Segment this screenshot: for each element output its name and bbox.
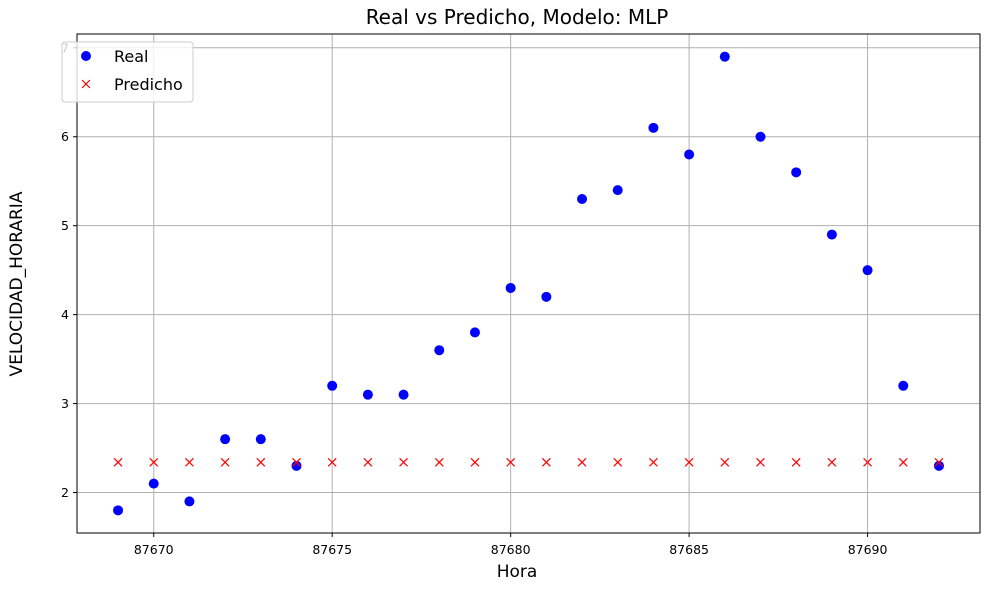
predicho-point (863, 457, 872, 467)
real-point (933, 460, 944, 471)
predicho-point (613, 457, 623, 467)
y-tick-label: 4 (61, 307, 69, 322)
y-tick-label: 5 (61, 218, 69, 233)
predicho-point (648, 457, 658, 467)
predicho-point (827, 457, 837, 467)
real-point (755, 131, 766, 142)
real-point (434, 345, 445, 356)
legend-label-predicho: Predicho (114, 75, 183, 94)
data-marks (113, 51, 944, 516)
real-point (862, 265, 873, 276)
x-tick-label: 87675 (312, 542, 352, 557)
legend-marker-predicho (81, 79, 91, 89)
predicho-point (791, 457, 801, 467)
real-point (719, 51, 730, 62)
plot-frame (76, 33, 981, 534)
real-point (577, 193, 588, 204)
real-point (220, 434, 231, 445)
predicho-point (113, 457, 123, 467)
predicho-point (577, 457, 587, 467)
axis-ticks: 8767087675876808768587690234567 (61, 40, 887, 557)
predicho-point (363, 457, 373, 467)
real-point (148, 478, 159, 489)
predicho-point (327, 457, 337, 467)
y-tick-label: 3 (61, 396, 69, 411)
real-point (826, 229, 837, 240)
real-point (505, 282, 516, 293)
real-point (898, 380, 909, 391)
real-point (398, 389, 409, 400)
predicho-point (684, 457, 694, 467)
legend-label-real: Real (114, 47, 149, 66)
x-tick-label: 87680 (491, 542, 531, 557)
real-point (469, 327, 480, 338)
predicho-point (934, 457, 944, 467)
x-tick-label: 87685 (669, 542, 709, 557)
x-tick-label: 87690 (848, 542, 888, 557)
predicho-point (399, 457, 409, 467)
predicho-point (292, 457, 301, 467)
predicho-point (185, 457, 194, 467)
predicho-point (720, 457, 730, 467)
legend-marker-real (81, 51, 91, 61)
x-tick-label: 87670 (134, 542, 174, 557)
real-point (648, 122, 659, 133)
grid-lines (77, 34, 980, 533)
predicho-point (470, 457, 480, 467)
real-point (362, 389, 373, 400)
y-tick-label: 2 (61, 485, 69, 500)
predicho-point (149, 457, 159, 467)
real-point (184, 496, 195, 507)
predicho-point (434, 457, 444, 467)
real-point (255, 434, 266, 445)
x-axis-title: Hora (497, 562, 538, 582)
y-tick-label: 6 (61, 129, 69, 144)
y-axis-title: VELOCIDAD_HORARIA (7, 191, 27, 376)
predicho-point (756, 457, 765, 467)
real-point (684, 149, 695, 160)
predicho-point (506, 457, 516, 467)
predicho-point (898, 457, 908, 467)
predicho-point (256, 457, 266, 467)
chart-title: Real vs Predicho, Modelo: MLP (366, 5, 669, 29)
real-point (291, 460, 302, 471)
real-point (113, 505, 124, 516)
real-point (327, 380, 338, 391)
real-point (541, 291, 552, 302)
legend-box (61, 41, 194, 103)
predicho-point (541, 457, 551, 467)
real-point (791, 167, 802, 178)
real-point (612, 185, 623, 196)
legend: Real Predicho (61, 41, 194, 103)
predicho-point (220, 457, 230, 467)
